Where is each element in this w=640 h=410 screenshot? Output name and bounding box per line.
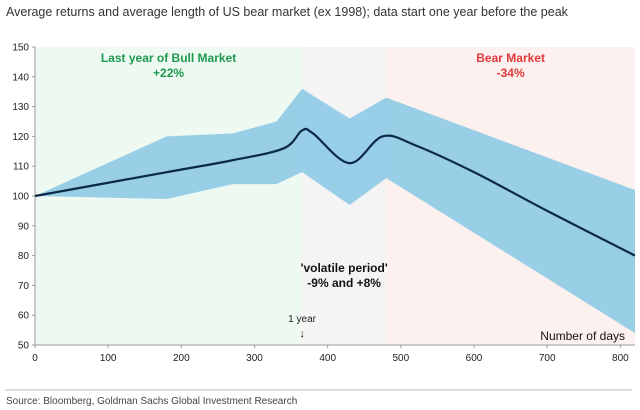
y-tick-label: 70 xyxy=(18,281,30,292)
down-arrow-icon: ↓ xyxy=(299,328,305,340)
x-tick-label: 100 xyxy=(100,353,117,364)
x-tick-label: 0 xyxy=(32,353,38,364)
x-tick-label: 700 xyxy=(539,353,556,364)
region-label: Bear Market xyxy=(476,51,545,65)
x-tick-label: 400 xyxy=(319,353,336,364)
y-tick-label: 50 xyxy=(18,341,30,352)
source-note: Source: Bloomberg, Goldman Sachs Global … xyxy=(6,396,297,407)
region-value: -9% and +8% xyxy=(307,276,381,290)
y-tick-label: 150 xyxy=(12,43,29,54)
x-tick-label: 300 xyxy=(246,353,263,364)
y-tick-label: 130 xyxy=(12,102,29,113)
region-label: Last year of Bull Market xyxy=(101,51,236,65)
x-tick-label: 500 xyxy=(393,353,410,364)
y-tick-label: 80 xyxy=(18,251,30,262)
y-tick-label: 90 xyxy=(18,221,30,232)
region-value: +22% xyxy=(153,66,184,80)
region-label: 'volatile period' xyxy=(301,261,388,275)
average-line xyxy=(34,127,636,257)
range-band xyxy=(35,88,635,334)
y-tick-label: 120 xyxy=(12,132,29,143)
region-value: -34% xyxy=(497,66,525,80)
x-tick-label: 200 xyxy=(173,353,190,364)
one-year-annotation: 1 year xyxy=(288,314,316,325)
x-axis-label: Number of days xyxy=(540,329,625,343)
y-tick-label: 100 xyxy=(12,192,29,203)
y-tick-label: 140 xyxy=(12,72,29,83)
x-tick-label: 800 xyxy=(612,353,629,364)
chart-title: Average returns and average length of US… xyxy=(6,5,569,19)
x-tick-label: 600 xyxy=(466,353,483,364)
y-tick-label: 110 xyxy=(13,162,29,173)
y-tick-label: 60 xyxy=(18,311,30,322)
